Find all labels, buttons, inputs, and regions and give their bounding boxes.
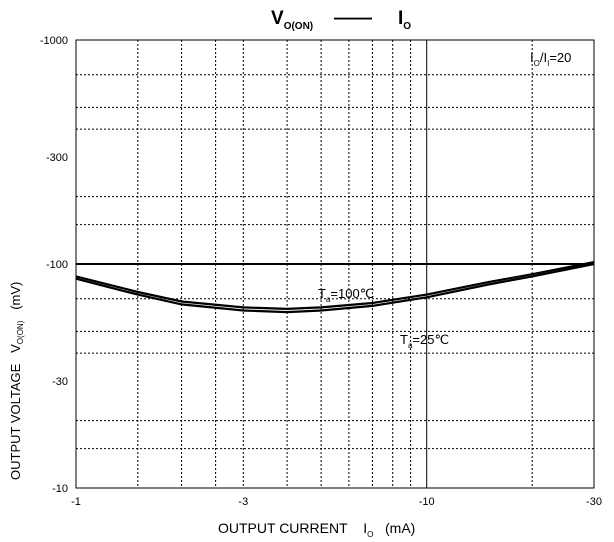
series-line-2 — [75, 262, 595, 314]
annotation-label: Ta=100℃ — [318, 286, 374, 304]
series-line-1 — [75, 261, 595, 311]
tick-labels: -1 -3 -10 -30 -1000 -300 -100 -30 -10 — [40, 35, 602, 508]
y-tick-label: -30 — [52, 376, 68, 388]
grid — [76, 40, 594, 488]
x-axis-label: OUTPUT CURRENT IO (mA) — [218, 520, 416, 539]
annotation-label: IO/II=20 — [530, 50, 571, 68]
x-tick-label: -30 — [586, 496, 602, 508]
annotation-label: Ta=25℃ — [400, 332, 449, 350]
title-separator: —— — [334, 8, 372, 29]
annotation-symbol: I — [530, 50, 534, 65]
annotation-value: =25℃ — [412, 332, 449, 347]
x-tick-label: -1 — [71, 496, 81, 508]
annotation-subscript: a — [408, 341, 413, 350]
annotation-value: /I — [540, 50, 547, 65]
y-tick-label: -1000 — [40, 35, 68, 47]
annotation-symbol: T — [318, 286, 326, 301]
annotation-subscript: I — [547, 59, 549, 68]
y-tick-label: -10 — [52, 483, 68, 495]
title-y-quantity: VO(ON) — [271, 8, 314, 32]
annotation-value: =20 — [549, 50, 571, 65]
annotation-subscript: a — [326, 295, 331, 304]
annotation-symbol: T — [400, 332, 408, 347]
annotation-value: =100℃ — [330, 286, 374, 301]
x-tick-label: -3 — [238, 496, 248, 508]
plot-frame — [75, 39, 595, 489]
series-layer — [75, 261, 595, 314]
annotation-subscript: O — [534, 59, 540, 68]
x-tick-label: -10 — [419, 496, 435, 508]
title-x-quantity: IO — [398, 8, 412, 32]
y-tick-label: -300 — [46, 152, 68, 164]
y-tick-label: -100 — [46, 259, 68, 271]
